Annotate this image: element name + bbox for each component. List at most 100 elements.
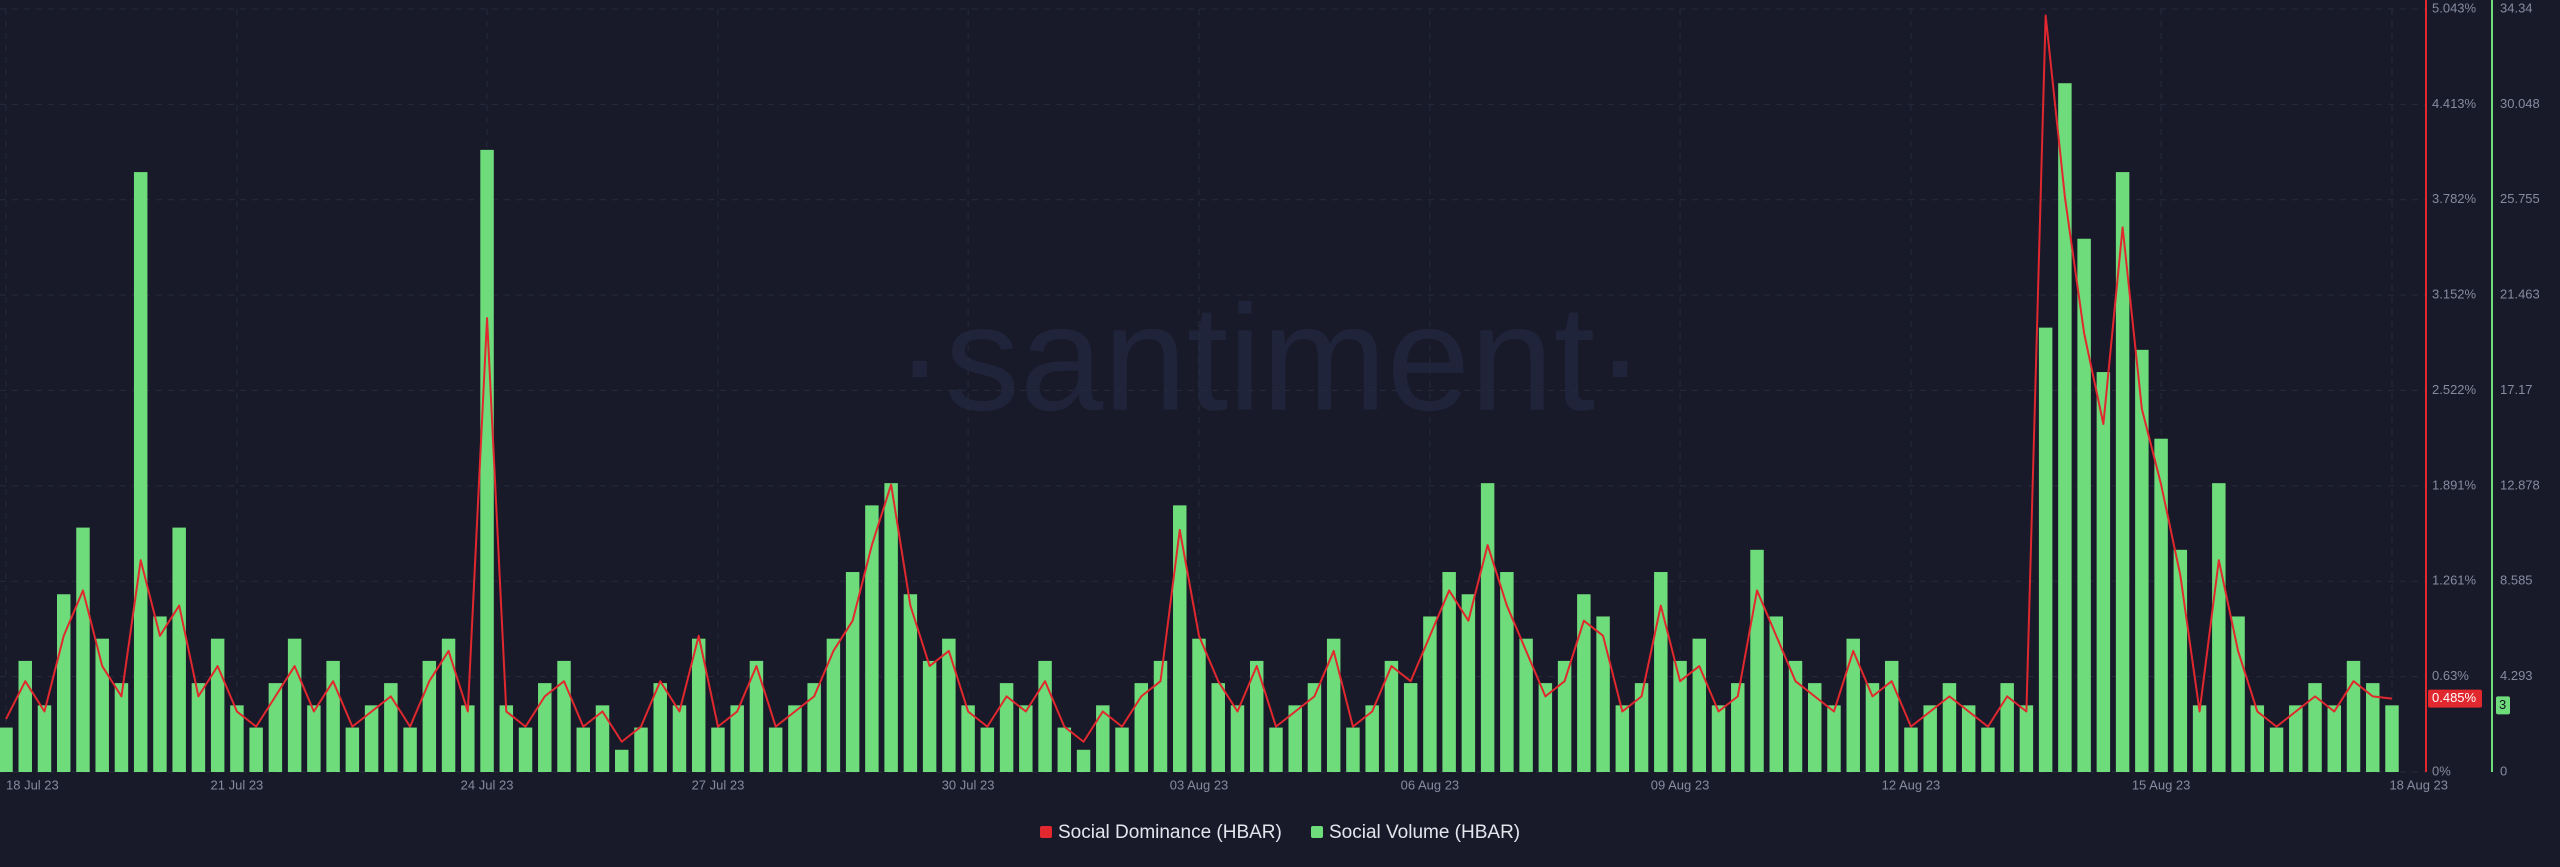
volume-bar <box>1307 683 1322 772</box>
legend-label: Social Dominance (HBAR) <box>1058 822 1282 843</box>
volume-bar <box>1442 572 1456 772</box>
volume-bar <box>2289 705 2303 772</box>
volume-bar <box>2308 683 2322 772</box>
volume-bar <box>1961 705 1976 772</box>
volume-bar <box>191 683 206 772</box>
volume-bar <box>672 705 687 772</box>
volume-bar <box>1423 616 1437 772</box>
volume-bar <box>1731 683 1745 772</box>
volume-bar <box>2000 683 2014 772</box>
x-tick-label: 30 Jul 23 <box>942 777 995 792</box>
volume-bar <box>18 660 32 772</box>
volume-bar <box>1230 705 1245 772</box>
volume-bar <box>807 683 821 772</box>
y2-tick-label: 8.585 <box>2500 573 2533 588</box>
legend-swatch <box>1040 826 1052 838</box>
volume-bar <box>1923 705 1937 772</box>
y2-tick-label: 12.878 <box>2500 477 2540 492</box>
volume-bar <box>1249 660 1264 772</box>
volume-bar <box>1557 660 1572 772</box>
y2-tick-label: 25.755 <box>2500 191 2540 206</box>
legend-label: Social Volume (HBAR) <box>1329 822 1520 843</box>
volume-bar <box>1673 660 1687 772</box>
volume-bar <box>1288 705 1302 772</box>
volume-bar <box>1981 727 1995 772</box>
volume-bar <box>1115 727 1129 772</box>
volume-bar <box>326 660 340 772</box>
y-tick-label: 0.63% <box>2432 668 2469 683</box>
y-tick-label: 4.413% <box>2432 96 2477 111</box>
volume-bar <box>1942 683 1957 772</box>
volume-bar <box>730 705 744 772</box>
volume-bar <box>2250 705 2265 772</box>
volume-bar <box>441 638 456 772</box>
current-badge <box>2428 689 2482 708</box>
x-tick-label: 15 Aug 23 <box>2132 777 2191 792</box>
volume-bar <box>364 705 379 772</box>
volume-bar <box>95 638 109 772</box>
x-tick-label: 27 Jul 23 <box>692 777 745 792</box>
volume-bar <box>307 705 321 772</box>
y-tick-label: 3.152% <box>2432 287 2477 302</box>
volume-bar <box>1750 549 1764 772</box>
volume-bar <box>2115 172 2130 773</box>
volume-bar <box>287 638 302 772</box>
volume-bar <box>172 527 186 772</box>
y2-tick-label: 4.293 <box>2500 668 2533 683</box>
dominance-line <box>5 14 2393 743</box>
volume-bar <box>2135 349 2149 772</box>
x-tick-label: 12 Aug 23 <box>1882 777 1941 792</box>
x-tick-label: 09 Aug 23 <box>1651 777 1710 792</box>
volume-bar <box>1038 660 1052 772</box>
volume-bar <box>2327 705 2342 772</box>
y-tick-label: 2.522% <box>2432 382 2477 397</box>
volume-bar <box>1788 660 1803 772</box>
volume-bar <box>1577 594 1591 772</box>
volume-bar <box>2077 238 2091 772</box>
volume-bar <box>1808 683 1822 772</box>
volume-bar <box>980 727 995 772</box>
volume-bar <box>1692 638 1707 772</box>
volume-bar <box>557 660 571 772</box>
volume-bar <box>345 727 360 772</box>
volume-bar <box>2385 705 2399 772</box>
volume-bar <box>1519 638 1533 772</box>
volume-bar <box>576 727 590 772</box>
volume-bar <box>499 705 514 772</box>
volume-bar <box>1634 683 1649 772</box>
volume-bar <box>2019 705 2034 772</box>
volume-bar <box>1192 638 1206 772</box>
volume-bar <box>2058 83 2072 772</box>
volume-bar <box>1153 660 1168 772</box>
y-tick-label: 3.782% <box>2432 191 2477 206</box>
volume-bar <box>1884 660 1899 772</box>
volume-bar <box>845 572 860 772</box>
volume-bar <box>210 638 225 772</box>
volume-bar <box>56 594 71 772</box>
volume-bar <box>1827 705 1841 772</box>
volume-bar <box>403 727 417 772</box>
volume-bar <box>865 505 879 772</box>
y-tick-label: 1.891% <box>2432 477 2477 492</box>
volume-bar <box>1173 505 1187 772</box>
volume-bar <box>1096 705 1110 772</box>
volume-bar <box>711 727 725 772</box>
volume-bar <box>1134 683 1149 772</box>
y2-tick-label: 30.048 <box>2500 96 2540 111</box>
volume-bar <box>2192 705 2207 772</box>
volume-bar <box>788 705 802 772</box>
volume-bar <box>0 727 13 772</box>
volume-bar <box>1326 638 1341 772</box>
y2-tick-label: 0 <box>2500 763 2507 778</box>
y-tick-label: 0% <box>2432 763 2451 778</box>
volume-bar <box>2154 438 2168 772</box>
volume-bar <box>1711 705 1726 772</box>
volume-bar <box>384 683 398 772</box>
y-tick-label: 5.043% <box>2432 0 2477 15</box>
volume-bar <box>1384 660 1399 772</box>
current-badge <box>2496 696 2510 715</box>
volume-bar <box>268 683 283 772</box>
volume-bar <box>1403 683 1418 772</box>
y-tick-label: 1.261% <box>2432 573 2477 588</box>
